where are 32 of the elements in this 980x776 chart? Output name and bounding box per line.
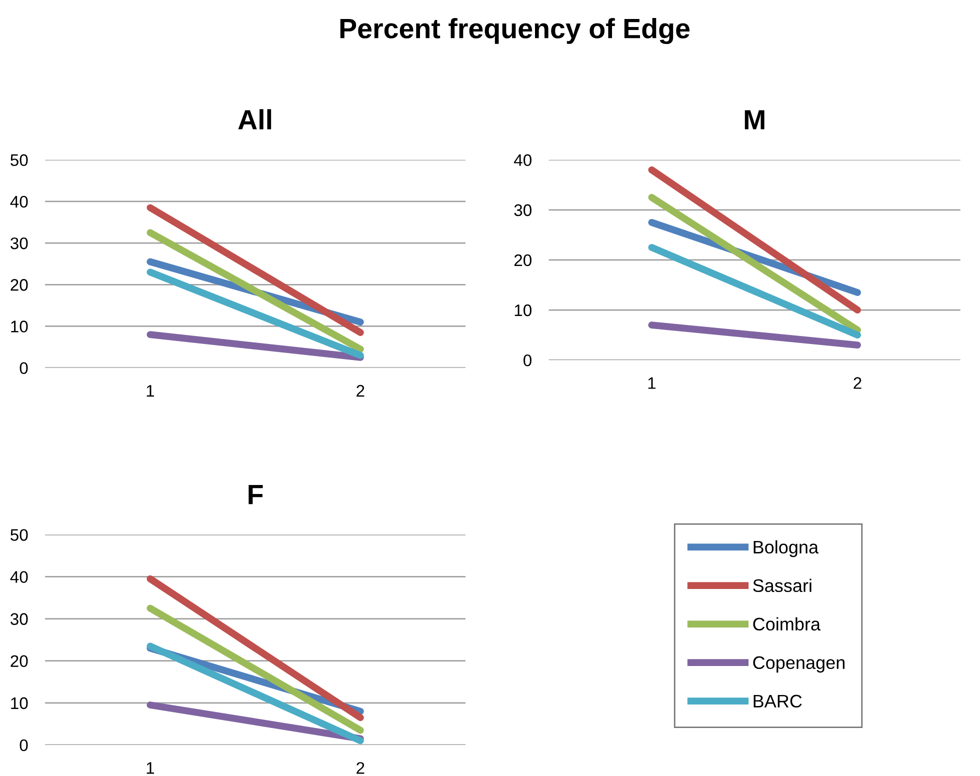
legend-label: Coimbra [753, 617, 821, 631]
y-tick-label: 30 [10, 613, 28, 625]
y-tick-label: 0 [20, 739, 28, 752]
y-tick-label: 30 [10, 237, 28, 250]
x-tick-label: 2 [356, 384, 364, 397]
legend-label: Copenagen [753, 656, 844, 673]
chart-title: M [744, 110, 764, 130]
y-tick-label: 10 [514, 304, 532, 316]
x-tick-label: 1 [146, 762, 154, 774]
y-tick-label: 30 [514, 204, 532, 216]
chart-title: All [238, 109, 272, 130]
chart-title: F [248, 485, 263, 504]
y-tick-label: 20 [10, 279, 28, 291]
y-tick-label: 20 [10, 655, 28, 668]
y-tick-label: 20 [514, 254, 532, 266]
legend-label: Sassari [753, 578, 812, 592]
y-tick-label: 40 [10, 196, 28, 208]
legend-label: Bologna [754, 540, 819, 558]
y-tick-label: 40 [10, 571, 28, 583]
y-tick-label: 10 [11, 320, 28, 332]
x-tick-label: 2 [854, 377, 862, 389]
text: Percent frequency of Edge [340, 18, 690, 44]
x-tick-label: 2 [356, 762, 364, 774]
y-tick-label: 0 [20, 362, 28, 374]
y-tick-label: 10 [11, 697, 28, 710]
y-tick-label: 50 [10, 529, 28, 541]
legend-label: BARC [754, 694, 802, 708]
x-tick-label: 1 [146, 385, 154, 397]
y-tick-label: 40 [514, 154, 532, 166]
y-tick-label: 50 [10, 154, 28, 166]
x-tick-label: 1 [648, 377, 656, 389]
y-tick-label: 0 [524, 354, 532, 366]
